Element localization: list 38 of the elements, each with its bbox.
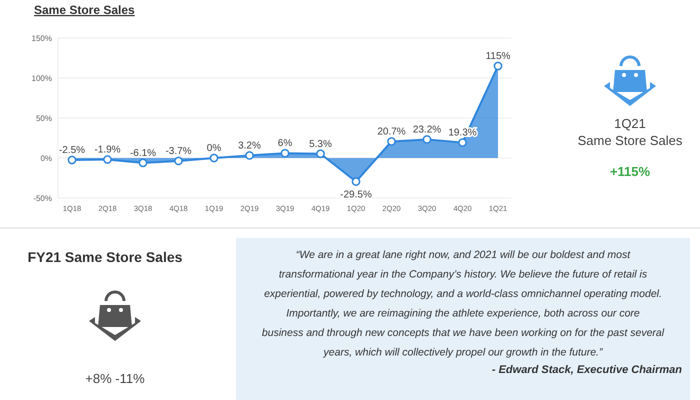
y-tick-label: 0% [40, 154, 52, 163]
point [103, 155, 112, 164]
y-tick-label: -50% [33, 194, 52, 203]
data-label: 0% [206, 143, 222, 154]
data-label: 3.2% [238, 140, 262, 152]
point [494, 62, 502, 70]
point [422, 135, 432, 144]
data-label: 5.3% [309, 138, 332, 150]
point [458, 138, 467, 147]
text: - Edward Stack, Executive Chairman [492, 364, 682, 376]
point [68, 156, 76, 164]
point [387, 137, 396, 146]
data-label: 23.2% [412, 124, 442, 136]
point [210, 154, 218, 162]
point [280, 148, 290, 158]
point [174, 156, 183, 166]
data-label: 115% [486, 51, 511, 62]
chart-title: Same Store Sales [34, 3, 136, 17]
point [352, 177, 360, 186]
text: +115% [610, 164, 650, 179]
point [245, 151, 254, 160]
point [316, 149, 325, 158]
data-label: -2.5% [58, 145, 86, 156]
point [138, 158, 148, 168]
text: FY21 Same Store Sales [28, 249, 183, 265]
data-label: -1.9% [94, 144, 121, 156]
text: 1Q21 [614, 116, 646, 131]
data-label: -3.7% [165, 146, 192, 157]
data-label: -29.5% [340, 190, 372, 201]
data-label: 6% [278, 138, 292, 150]
y-tick-label: 50% [36, 114, 52, 123]
y-tick-label: 150% [32, 34, 52, 43]
y-tick-label: 100% [32, 74, 52, 83]
data-label: -6.1% [130, 148, 156, 159]
text: “We are in a great lane right now, and 2021 will be our boldest and most transformational year in the Company’s history. We believe the future of retail is experiential, powered by technology, and a world-class omnichannel operating model. Importantly, we are reimagining the athlete experience, both across our core business and through new concepts that we have been working on for the past several years, which will collectively propel our growth in the future.” [262, 249, 665, 358]
text: Same Store Sales [578, 133, 683, 148]
data-label: 20.7% [377, 126, 406, 138]
text: +8% -11% [85, 371, 146, 386]
